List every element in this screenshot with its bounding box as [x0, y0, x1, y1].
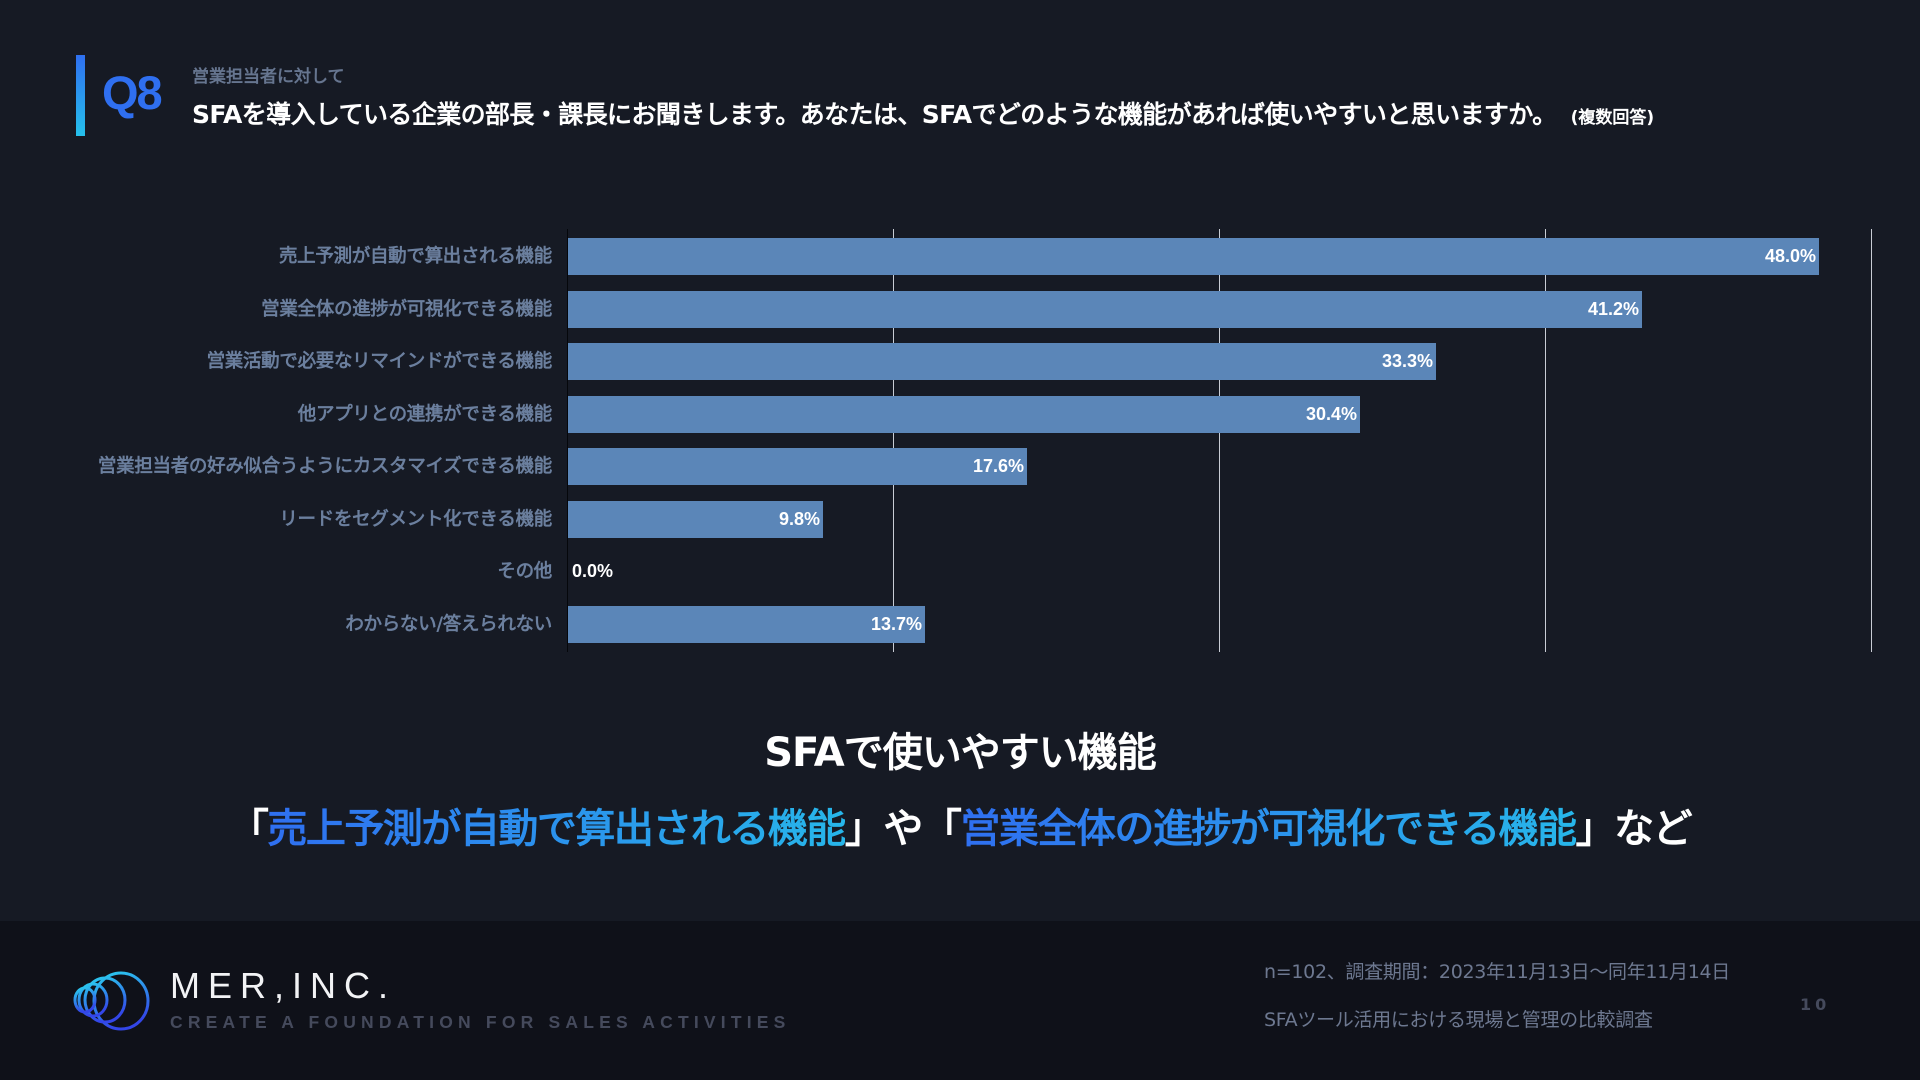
survey-meta: n=102、調査期間：2023年11月13日〜同年11月14日 — [1264, 961, 1730, 983]
gridline — [1545, 229, 1546, 652]
question-text: SFAを導入している企業の部長・課長にお聞きします。あなたは、SFAでどのような… — [192, 100, 1557, 129]
bar — [568, 290, 1642, 328]
category-label: 営業活動で必要なリマインドができる機能 — [206, 351, 553, 372]
brand-name: MER,INC. — [170, 965, 396, 1006]
y-axis-line — [567, 229, 568, 652]
open-bracket: 「 — [921, 806, 962, 852]
close-bracket: 」 — [1575, 806, 1616, 852]
category-label: その他 — [497, 561, 552, 582]
value-label: 41.2% — [1587, 298, 1639, 319]
value-label: 9.8% — [778, 508, 820, 529]
suffix-text: など — [1614, 806, 1693, 852]
close-bracket: 」 — [844, 806, 885, 852]
value-label: 17.6% — [972, 456, 1024, 476]
value-label: 30.4% — [1305, 403, 1357, 424]
summary-title: SFAで使いやすい機能 — [764, 730, 1157, 776]
footer: MER,INC. CREATE A FOUNDATION FOR SALES A… — [0, 921, 1920, 1080]
question-number: Q8 — [102, 66, 163, 119]
gridline — [893, 229, 894, 652]
category-label: 営業担当者の好み似合うようにカスタマイズできる機能 — [97, 456, 552, 477]
connector-text: や — [883, 806, 923, 852]
bar — [568, 605, 925, 643]
bar-row: その他 0.0% — [0, 553, 1920, 590]
bar — [568, 448, 1027, 485]
horizontal-bar-chart: 売上予測が自動で算出される機能 48.0% 営業全体の進捗が可視化できる機能 41.2… — [0, 229, 1920, 652]
highlight-feature-1: 売上予測が自動で算出される機能 — [267, 806, 846, 852]
category-label: 他アプリとの連携ができる機能 — [297, 403, 553, 425]
question-title: SFAを導入している企業の部長・課長にお聞きします。あなたは、SFAでどのような… — [192, 98, 1654, 135]
gridline — [1871, 229, 1872, 652]
bar-row: 営業全体の進捗が可視化できる機能 41.2% — [0, 290, 1920, 328]
value-label: 33.3% — [1381, 351, 1433, 371]
mer-logo-icon — [73, 971, 150, 1031]
category-label: わからない/答えられない — [345, 613, 552, 635]
value-label: 48.0% — [1764, 246, 1816, 266]
value-label: 13.7% — [870, 613, 922, 634]
bar-row: 売上予測が自動で算出される機能 48.0% — [0, 238, 1920, 275]
bar — [568, 395, 1360, 433]
bar-row: 営業活動で必要なリマインドができる機能 33.3% — [0, 343, 1920, 380]
gridline — [1219, 229, 1220, 652]
bar — [568, 238, 1819, 275]
multiple-answer-note: (複数回答) — [1570, 108, 1655, 128]
category-label: 営業全体の進捗が可視化できる機能 — [261, 298, 552, 320]
category-label: リードをセグメント化できる機能 — [279, 508, 552, 530]
brand-tagline: CREATE A FOUNDATION FOR SALES ACTIVITIES — [170, 1012, 791, 1032]
highlight-feature-2: 営業全体の進捗が可視化できる機能 — [960, 806, 1577, 852]
bar-row: 他アプリとの連携ができる機能 30.4% — [0, 395, 1920, 433]
bar — [568, 343, 1436, 380]
value-label: 0.0% — [572, 561, 614, 581]
bar-row: リードをセグメント化できる機能 9.8% — [0, 500, 1920, 538]
page-number: 10 — [1800, 995, 1831, 1014]
question-accent-bar — [76, 55, 85, 136]
summary-line: 「売上予測が自動で算出される機能」や「営業全体の進捗が可視化できる機能」など — [0, 800, 1920, 858]
open-bracket: 「 — [228, 806, 269, 852]
bar-row: 営業担当者の好み似合うようにカスタマイズできる機能 17.6% — [0, 448, 1920, 485]
question-subtitle: 営業担当者に対して — [192, 67, 345, 87]
survey-name: SFAツール活用における現場と管理の比較調査 — [1264, 1009, 1653, 1031]
bar-row: わからない/答えられない 13.7% — [0, 605, 1920, 643]
bar — [568, 500, 823, 538]
category-label: 売上予測が自動で算出される機能 — [278, 246, 552, 267]
